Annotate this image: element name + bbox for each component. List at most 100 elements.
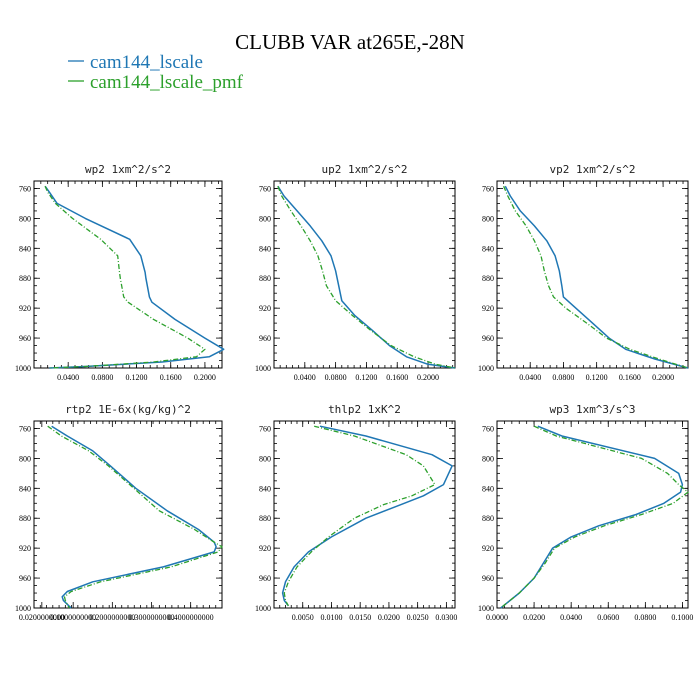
x-tick-label: 0.1600	[386, 373, 408, 382]
y-tick-label: 920	[482, 544, 494, 553]
y-tick-label: 840	[259, 484, 271, 493]
y-tick-label: 840	[19, 244, 31, 253]
panel-title-2: vp2 1xm^2/s^2	[549, 163, 635, 176]
x-tick-label: 0.3000000000	[129, 613, 175, 622]
y-tick-label: 1000	[255, 604, 271, 613]
x-tick-label: 0.0300	[435, 613, 457, 622]
series-line-lscale-pmf	[44, 185, 206, 369]
x-tick-label: 0.0150	[349, 613, 371, 622]
y-tick-label: 840	[19, 484, 31, 493]
x-tick-label: 0.0050	[292, 613, 314, 622]
panel-frame-5	[496, 420, 689, 609]
x-tick-label: 0.2000	[652, 373, 674, 382]
x-tick-label: 0.2000000000	[89, 613, 135, 622]
x-tick-label: 0.0400	[57, 373, 79, 382]
x-tick-label: 0.1000	[671, 613, 693, 622]
x-tick-label: 0.2000	[194, 373, 216, 382]
panel-title-3: rtp2 1E-6x(kg/kg)^2	[65, 403, 191, 416]
x-tick-label: 0.0100	[320, 613, 342, 622]
x-tick-label: 0.0400	[560, 613, 582, 622]
y-tick-label: 760	[259, 424, 271, 433]
x-tick-label: 0.1200	[586, 373, 608, 382]
y-tick-label: 800	[19, 454, 31, 463]
series-line-lscale	[277, 185, 456, 369]
y-tick-label: 840	[482, 484, 494, 493]
x-tick-label: 0.1200	[126, 373, 148, 382]
y-tick-label: 760	[19, 424, 31, 433]
y-tick-label: 1000	[15, 364, 31, 373]
y-tick-label: 880	[482, 514, 494, 523]
panel-frame-3	[33, 420, 223, 609]
x-tick-label: 0.2000	[417, 373, 439, 382]
y-tick-label: 1000	[15, 604, 31, 613]
y-tick-label: 960	[19, 334, 31, 343]
x-tick-label: 0.0400	[294, 373, 316, 382]
legend-label-lscale: cam144_lscale	[90, 52, 203, 73]
x-tick-label: 0.0250	[407, 613, 429, 622]
x-tick-label: 0.0200	[378, 613, 400, 622]
x-tick-label: 0.0800	[634, 613, 656, 622]
y-tick-label: 760	[482, 424, 494, 433]
series-line-lscale	[44, 185, 225, 369]
panel-frame-1	[273, 180, 456, 369]
series-line-lscale	[500, 425, 684, 609]
y-tick-label: 800	[259, 454, 271, 463]
y-tick-label: 760	[482, 184, 494, 193]
panel-title-4: thlp2 1xK^2	[328, 403, 401, 416]
x-tick-label: 0.1600	[619, 373, 641, 382]
y-tick-label: 880	[482, 274, 494, 283]
x-tick-label: 0.0600	[597, 613, 619, 622]
y-tick-label: 840	[259, 244, 271, 253]
y-tick-label: 920	[482, 304, 494, 313]
y-tick-label: 920	[19, 544, 31, 553]
y-tick-label: 880	[19, 514, 31, 523]
y-tick-label: 800	[482, 454, 494, 463]
y-tick-label: 1000	[478, 364, 494, 373]
y-tick-label: 1000	[255, 364, 271, 373]
panel-0: wp2 1xm^2/s^2 760 800 840 880 920 960 1000 0.040…	[15, 163, 225, 382]
legend: cam144_lscale cam144_lscale_pmf	[68, 52, 244, 93]
series-line-lscale	[51, 425, 217, 609]
series-line-lscale	[504, 185, 689, 369]
panel-title-1: up2 1xm^2/s^2	[321, 163, 407, 176]
y-tick-label: 960	[482, 574, 494, 583]
x-tick-label: 0.1000000000	[50, 613, 96, 622]
y-tick-label: 880	[259, 274, 271, 283]
panel-frame-0	[33, 180, 223, 369]
y-tick-label: 760	[259, 184, 271, 193]
panel-1: up2 1xm^2/s^2 760 800 840 880 920 960 1000 0.040…	[255, 163, 456, 382]
panel-4: thlp2 1xK^2 760 800 840 880 920 960 1000 0.0050 0…	[255, 403, 457, 622]
y-tick-label: 1000	[478, 604, 494, 613]
panel-frame-2	[496, 180, 689, 369]
x-tick-label: 0.0400	[519, 373, 541, 382]
y-tick-label: 800	[482, 214, 494, 223]
y-tick-label: 920	[259, 544, 271, 553]
x-tick-label: 0.0000	[486, 613, 508, 622]
series-line-lscale	[281, 425, 453, 607]
y-tick-label: 760	[19, 184, 31, 193]
x-tick-label: 0.4000000000	[168, 613, 214, 622]
y-tick-label: 880	[259, 514, 271, 523]
series-line-lscale-pmf	[277, 185, 456, 369]
panel-frame-4	[273, 420, 456, 609]
panel-5: wp3 1xm^3/s^3 760 800 840 880 920 960 10000.000…	[478, 403, 693, 622]
y-tick-label: 800	[259, 214, 271, 223]
panel-3: rtp2 1E-6x(kg/kg)^2 760 800 840 880 920 960 100…	[15, 403, 223, 622]
x-tick-label: 0.0200000000	[19, 613, 65, 622]
x-tick-label: 0.1600	[160, 373, 182, 382]
x-tick-label: 0.0800	[91, 373, 113, 382]
figure-title: CLUBB VAR at265E,-28N	[235, 30, 465, 54]
x-tick-label: 0.0800	[552, 373, 574, 382]
x-tick-label: 0.1200	[355, 373, 377, 382]
legend-label-pmf: cam144_lscale_pmf	[90, 72, 244, 93]
x-tick-label: 0.0200	[523, 613, 545, 622]
y-tick-label: 920	[19, 304, 31, 313]
y-tick-label: 960	[259, 334, 271, 343]
y-tick-label: 960	[19, 574, 31, 583]
panel-2: vp2 1xm^2/s^2 760 800 840 880 920 960 1000 0.040…	[478, 163, 689, 382]
y-tick-label: 840	[482, 244, 494, 253]
panel-title-0: wp2 1xm^2/s^2	[85, 163, 171, 176]
y-tick-label: 920	[259, 304, 271, 313]
x-tick-label: 0.0800	[325, 373, 347, 382]
